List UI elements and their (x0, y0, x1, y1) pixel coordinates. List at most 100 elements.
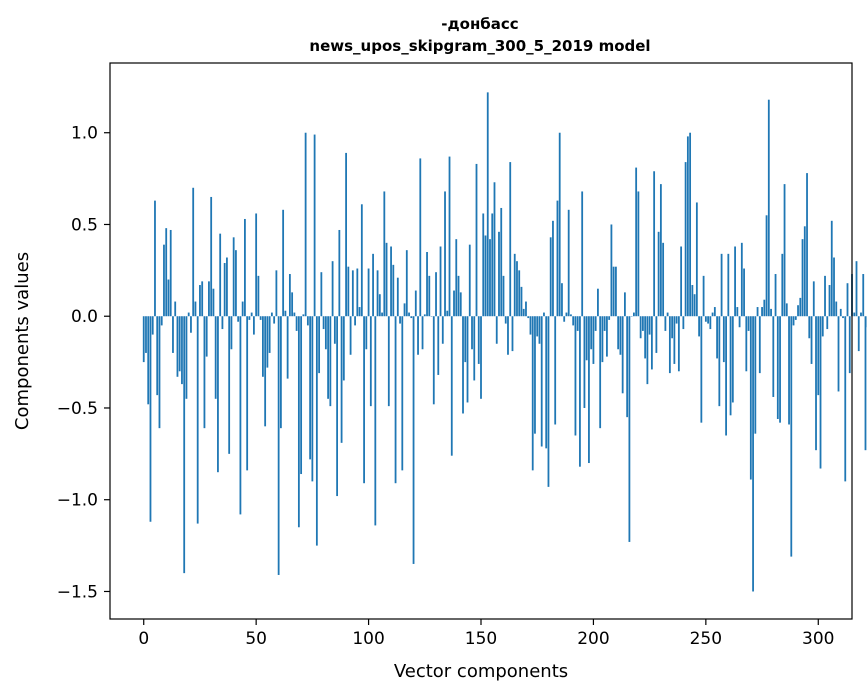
bar-114 (399, 316, 401, 324)
bar-12 (169, 229, 172, 317)
bar-139 (455, 239, 458, 317)
bar-54 (264, 316, 267, 427)
bar-14 (174, 301, 177, 317)
bar-15 (176, 316, 179, 377)
bar-129 (432, 316, 435, 405)
bar-30 (210, 196, 213, 317)
bar-93 (351, 270, 354, 317)
bar-234 (668, 316, 671, 374)
bar-257 (720, 253, 723, 317)
bar-258 (722, 316, 725, 363)
bar-177 (540, 316, 543, 447)
x-tick-label: 300 (802, 629, 834, 649)
chart-title-line1: -донбасс (441, 15, 518, 33)
bar-231 (662, 242, 665, 317)
bar-123 (419, 158, 422, 317)
bar-16 (178, 316, 181, 372)
bar-36 (223, 263, 226, 317)
bar-268 (745, 316, 748, 372)
bar-98 (363, 316, 365, 484)
bar-220 (637, 191, 640, 317)
bar-34 (219, 233, 222, 317)
bar-138 (453, 290, 455, 317)
bar-290 (794, 316, 797, 320)
bar-21 (190, 316, 192, 333)
bar-50 (255, 213, 258, 317)
bar-82 (327, 316, 329, 399)
bar-78 (318, 316, 321, 374)
bar-244 (691, 285, 694, 317)
bar-47 (248, 316, 251, 320)
bar-52 (259, 316, 262, 320)
bar-247 (698, 316, 700, 337)
bar-275 (761, 307, 763, 317)
bar-27 (203, 316, 206, 429)
bar-310 (839, 308, 842, 317)
bar-207 (608, 316, 611, 320)
bar-35 (221, 316, 224, 330)
bar-7 (158, 316, 161, 429)
bar-9 (163, 244, 165, 317)
bar-296 (808, 316, 811, 339)
bar-167 (518, 270, 521, 317)
plot-frame (109, 62, 853, 620)
bar-182 (552, 220, 554, 317)
bar-130 (435, 272, 437, 317)
bar-185 (558, 132, 561, 317)
bar-144 (466, 316, 469, 403)
bar-131 (437, 316, 440, 375)
bar-221 (639, 316, 642, 339)
bar-316 (853, 312, 856, 317)
bar-184 (556, 200, 559, 317)
bar-194 (579, 316, 581, 467)
bar-161 (504, 316, 507, 324)
bar-10 (165, 228, 168, 317)
bar-124 (421, 316, 424, 350)
bar-109 (387, 316, 390, 407)
bar-183 (554, 316, 557, 425)
y-tick-label: 0.0 (71, 307, 98, 327)
bar-286 (785, 303, 788, 317)
bar-250 (704, 316, 707, 322)
bar-63 (284, 310, 287, 317)
bar-88 (340, 316, 343, 443)
bar-137 (450, 316, 453, 456)
y-tick-label: 1.0 (71, 124, 98, 144)
bar-134 (444, 191, 446, 317)
bar-252 (709, 316, 712, 330)
bar-43 (239, 316, 242, 515)
bar-175 (536, 316, 539, 337)
bar-236 (673, 316, 676, 364)
bar-300 (817, 316, 820, 396)
bar-79 (320, 272, 323, 317)
bar-133 (441, 316, 444, 344)
bar-289 (792, 316, 795, 326)
bar-214 (624, 292, 626, 317)
bar-271 (752, 316, 754, 592)
bar-62 (282, 209, 285, 317)
bar-208 (610, 224, 613, 317)
x-axis: 0 50 100 150 200 250 300 (138, 619, 834, 649)
bar-223 (644, 316, 647, 359)
bar-91 (347, 266, 350, 317)
bar-233 (666, 312, 669, 317)
bar-164 (511, 316, 514, 352)
bar-8 (160, 316, 163, 326)
bar-38 (228, 316, 231, 454)
bar-18 (183, 316, 186, 574)
bar-269 (747, 316, 750, 331)
bar-166 (516, 261, 518, 317)
bar-3 (149, 316, 152, 522)
bar-58 (273, 316, 276, 324)
bar-74 (309, 316, 312, 460)
bar-163 (509, 162, 512, 317)
bar-87 (338, 229, 341, 317)
bar-5 (154, 200, 156, 317)
x-tick-label: 150 (465, 629, 497, 649)
bar-103 (374, 316, 377, 526)
bar-173 (531, 316, 534, 471)
bar-115 (401, 316, 404, 471)
bar-26 (201, 281, 204, 317)
bar-174 (534, 316, 536, 434)
